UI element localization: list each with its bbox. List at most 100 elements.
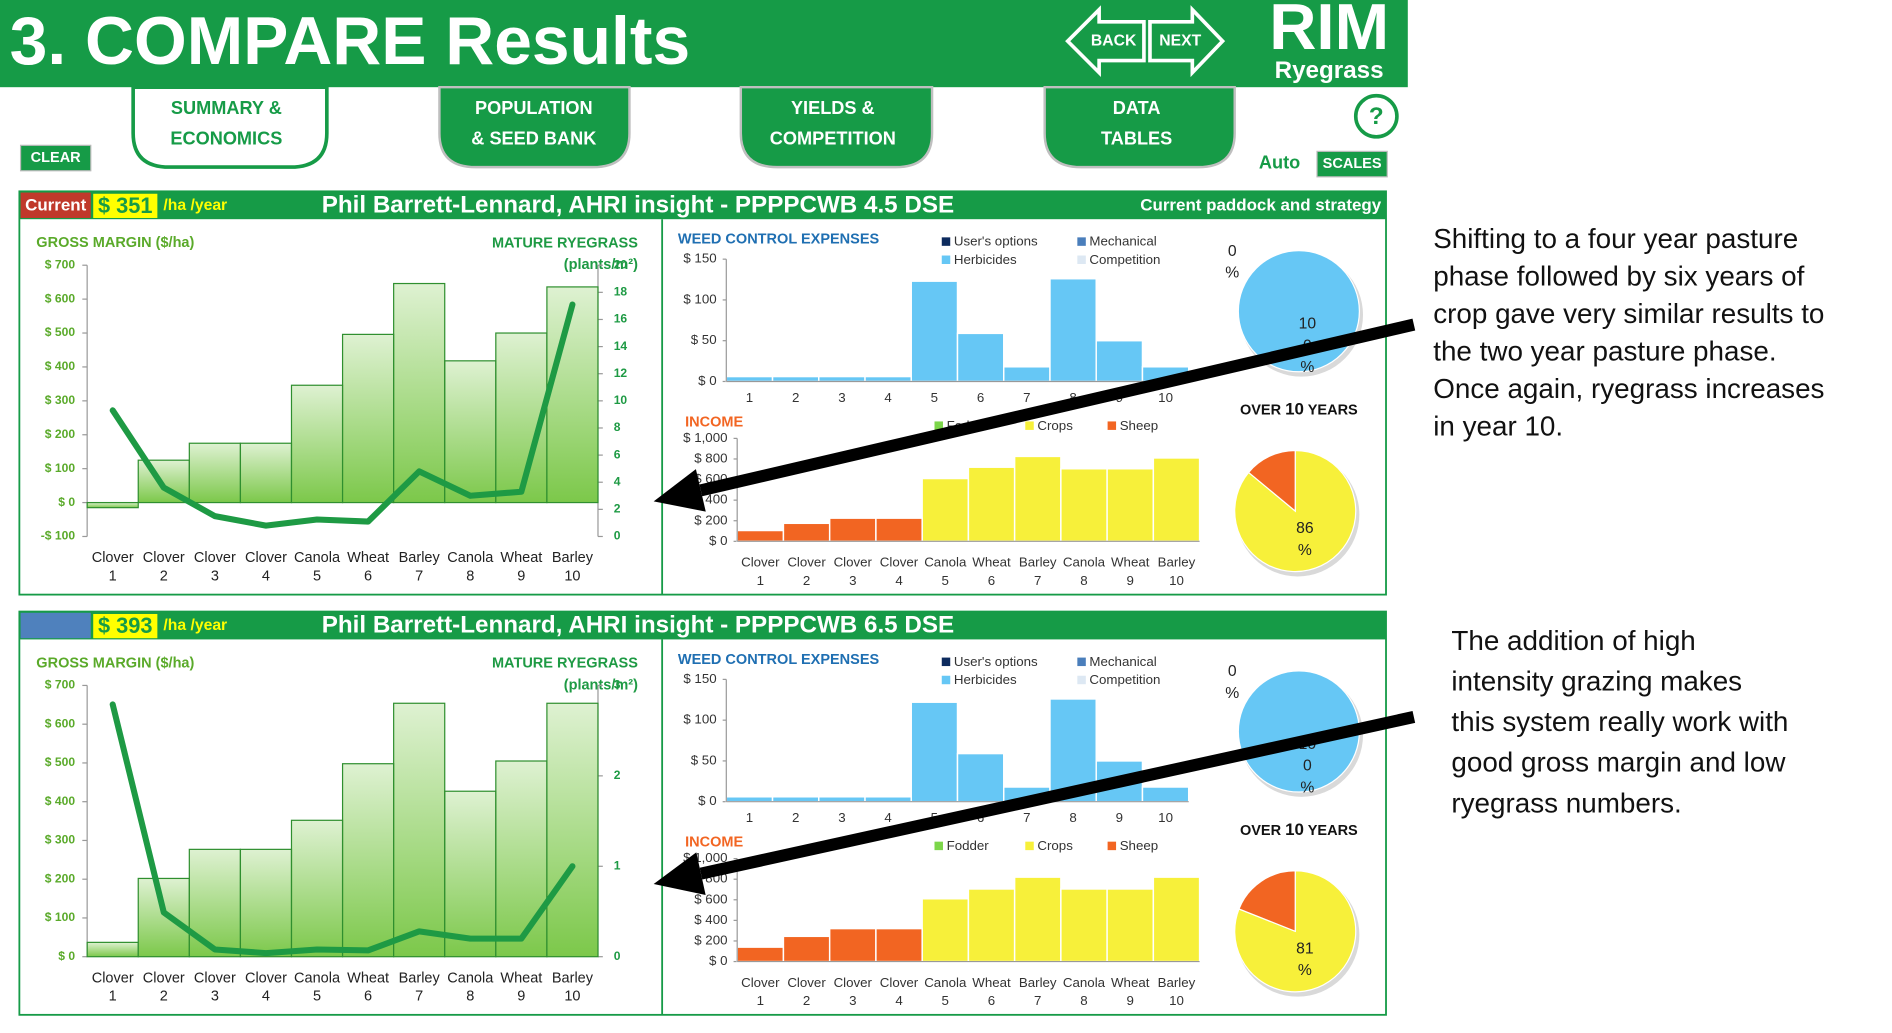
text-line: crop gave very similar results to — [1433, 298, 1824, 329]
back-arrow[interactable] — [1065, 5, 1146, 78]
y-tick-label: $ 1,000 — [683, 430, 727, 445]
tab-shape[interactable] — [1043, 85, 1236, 169]
help-circle[interactable] — [1353, 93, 1399, 139]
x-tick-label: Clover — [245, 550, 287, 566]
scales-label[interactable]: SCALES — [1323, 156, 1382, 172]
x-tick-label: Clover — [787, 975, 826, 990]
bar — [239, 442, 293, 504]
x-tick-label: 6 — [364, 568, 372, 584]
legend-label: Mechanical — [1089, 234, 1156, 249]
legend-label: Sheep — [1120, 418, 1158, 433]
back-button[interactable]: BACK — [1065, 5, 1146, 78]
x-tick-label: 4 — [895, 993, 902, 1008]
x-tick-label: Canola — [924, 555, 967, 570]
x-tick-label: Wheat — [1111, 555, 1150, 570]
x-tick-label: Canola — [1063, 555, 1106, 570]
text-line: ECONOMICS — [170, 128, 282, 148]
bar — [736, 529, 785, 543]
y-tick-label: $ 700 — [45, 678, 76, 692]
clear-button[interactable]: CLEAR — [19, 144, 92, 172]
text-line: Once again, ryegrass increases — [1433, 374, 1824, 405]
tab-label[interactable]: SUMMARY & ECONOMICS — [170, 98, 282, 148]
clear-label[interactable]: CLEAR — [31, 150, 82, 166]
ryegrass-line — [109, 301, 576, 529]
legend-label: Herbicides — [954, 252, 1017, 267]
x-tick-label: 3 — [849, 993, 856, 1008]
arrow-head — [653, 852, 706, 895]
clear-box[interactable] — [19, 144, 92, 172]
bar — [86, 941, 139, 958]
text-line: 0 — [1303, 758, 1312, 775]
tab-shape[interactable] — [739, 85, 934, 169]
y-tick-label: $ 0 — [709, 533, 727, 548]
x-tick-label: 4 — [262, 568, 270, 584]
text-line: 10 — [1299, 316, 1317, 333]
auto-label: Auto — [1259, 152, 1300, 172]
bar — [137, 877, 190, 958]
y-tick-label: $ 150 — [683, 251, 716, 266]
x-tick-label: Clover — [143, 970, 185, 986]
x-tick-label: 5 — [931, 390, 938, 405]
help-label[interactable]: ? — [1369, 103, 1384, 130]
bar — [782, 935, 831, 963]
annotation: The addition of high intensity grazing ma… — [1451, 625, 1788, 818]
y-tick-label: $ 0 — [698, 793, 716, 808]
panel-header — [19, 611, 1387, 640]
scales-box[interactable] — [1316, 150, 1388, 178]
tab[interactable]: YIELDS & COMPETITION — [739, 85, 934, 169]
bar — [864, 796, 912, 803]
page-title: 3. COMPARE Results — [10, 4, 690, 79]
tab-shape[interactable] — [438, 85, 631, 169]
bar — [956, 752, 1005, 803]
text-line: TABLES — [1101, 128, 1172, 148]
bar — [1060, 888, 1108, 963]
y2-tick-label: 14 — [614, 339, 628, 353]
y-tick-label: $ 300 — [45, 833, 76, 847]
tab-label[interactable]: DATA TABLES — [1101, 98, 1172, 148]
tab-shape[interactable] — [131, 85, 329, 169]
tab-label[interactable]: YIELDS & COMPETITION — [770, 98, 896, 148]
x-tick-label: 10 — [1169, 993, 1184, 1008]
help-button[interactable]: ? — [1353, 93, 1399, 139]
bar — [1013, 876, 1062, 963]
x-tick-label: 4 — [884, 390, 891, 405]
next-arrow[interactable] — [1148, 5, 1226, 78]
panel-title: Phil Barrett-Lennard, AHRI insight - PPP… — [322, 191, 954, 218]
x-tick-label: Clover — [834, 555, 873, 570]
bar — [956, 332, 1005, 383]
back-label[interactable]: BACK — [1091, 32, 1137, 49]
x-tick-label: 1 — [757, 993, 764, 1008]
text-line: intensity grazing makes — [1451, 666, 1742, 697]
tab-label[interactable]: POPULATION & SEED BANK — [471, 98, 596, 148]
next-button[interactable]: NEXT — [1148, 5, 1226, 78]
y-tick-label: $ 600 — [694, 891, 727, 906]
legend-swatch — [1025, 841, 1034, 851]
bar — [188, 442, 242, 504]
legend-swatch — [1025, 421, 1034, 430]
tab[interactable]: DATA TABLES — [1043, 85, 1236, 169]
bar — [393, 702, 446, 958]
x-tick-label: Clover — [880, 555, 919, 570]
text-line: % — [1298, 962, 1312, 979]
bar — [736, 946, 785, 963]
y2-tick-label: 1 — [614, 858, 621, 872]
x-tick-label: 10 — [1169, 573, 1184, 588]
tab[interactable]: SUMMARY & ECONOMICS — [131, 85, 329, 169]
tab[interactable]: POPULATION & SEED BANK — [438, 85, 631, 169]
text-line: DATA — [1113, 98, 1161, 118]
margin-box — [93, 193, 158, 218]
x-tick-label: 8 — [1069, 810, 1076, 825]
x-tick-label: 10 — [1158, 390, 1173, 405]
margin-unit: /ha /year — [163, 197, 227, 214]
next-label[interactable]: NEXT — [1159, 32, 1201, 49]
x-tick-label: Canola — [294, 550, 341, 566]
x-tick-label: Clover — [194, 970, 236, 986]
scales-button[interactable]: SCALES — [1316, 150, 1388, 178]
y-tick-label: $ 200 — [45, 427, 76, 441]
y-tick-label: $ 400 — [45, 794, 76, 808]
chart-title: GROSS MARGIN ($/ha) — [36, 235, 194, 251]
y-tick-label: $ 700 — [45, 257, 76, 271]
x-tick-label: 5 — [313, 568, 321, 584]
x-tick-label: 6 — [364, 988, 372, 1004]
